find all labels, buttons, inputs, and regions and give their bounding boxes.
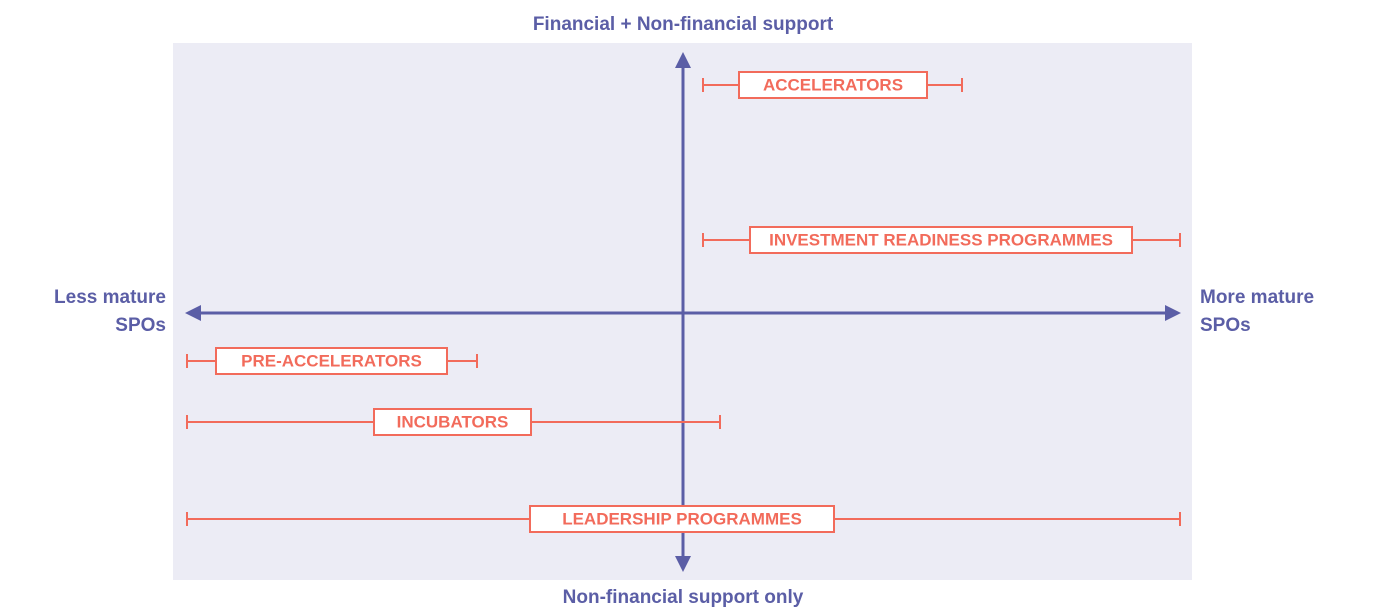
- programme-label: LEADERSHIP PROGRAMMES: [562, 509, 802, 528]
- programme-label: PRE-ACCELERATORS: [241, 351, 422, 370]
- programme: INVESTMENT READINESS PROGRAMMES: [702, 226, 1181, 254]
- programme: PRE-ACCELERATORS: [186, 347, 478, 375]
- top-label: Financial + Non-financial support: [533, 14, 834, 35]
- bottom-label: Non-financial support only: [563, 587, 804, 608]
- left-label: SPOs: [115, 315, 166, 336]
- right-label: SPOs: [1200, 315, 1251, 336]
- programme: ACCELERATORS: [702, 71, 963, 99]
- label-box: [215, 347, 448, 375]
- label-box: [738, 71, 928, 99]
- label-box: [373, 408, 532, 436]
- label-box: [529, 505, 835, 533]
- label-box: [749, 226, 1133, 254]
- horizontal-axis: [185, 305, 1181, 321]
- programme-label: INVESTMENT READINESS PROGRAMMES: [769, 230, 1113, 249]
- programme-label: ACCELERATORS: [763, 75, 903, 94]
- programme: LEADERSHIP PROGRAMMES: [186, 505, 1181, 533]
- programme: INCUBATORS: [186, 408, 721, 436]
- programme-label: INCUBATORS: [397, 412, 509, 431]
- right-label: More mature: [1200, 287, 1314, 308]
- left-label: Less mature: [54, 287, 166, 308]
